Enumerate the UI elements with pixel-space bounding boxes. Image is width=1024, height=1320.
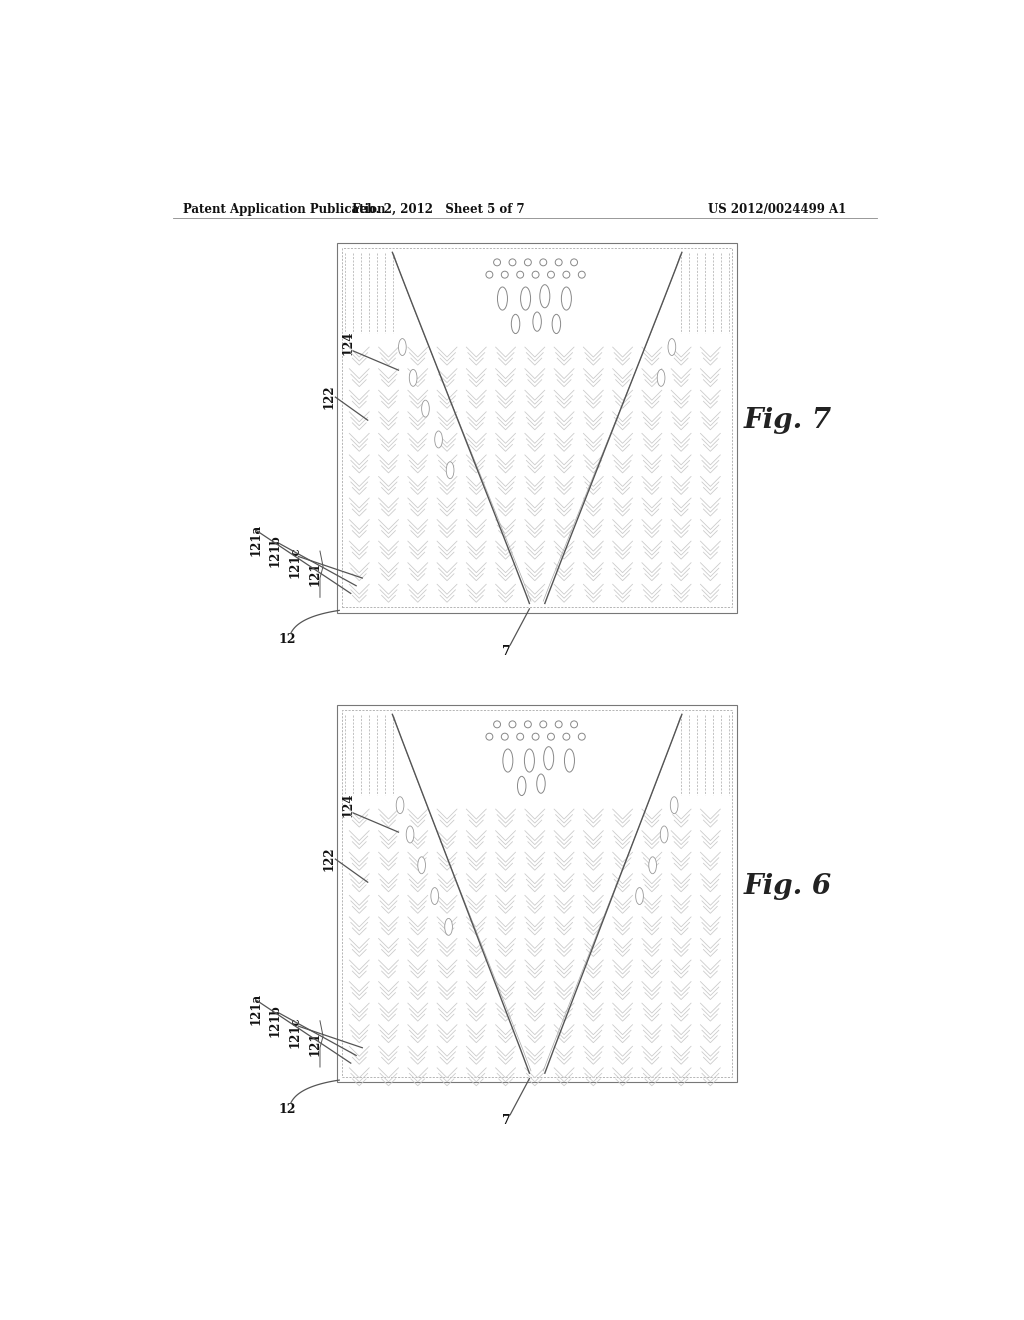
Circle shape	[502, 733, 508, 741]
Ellipse shape	[540, 285, 550, 308]
Ellipse shape	[446, 462, 454, 479]
Circle shape	[563, 733, 569, 741]
Circle shape	[540, 721, 547, 727]
Text: 121c: 121c	[288, 1016, 301, 1048]
Circle shape	[517, 271, 523, 279]
Ellipse shape	[544, 747, 554, 770]
Ellipse shape	[561, 286, 571, 310]
Text: 121: 121	[309, 562, 322, 586]
Ellipse shape	[431, 887, 438, 904]
Ellipse shape	[407, 826, 414, 843]
Text: 121a: 121a	[250, 524, 262, 556]
Text: 124: 124	[342, 331, 355, 355]
Circle shape	[517, 733, 523, 741]
Ellipse shape	[410, 370, 417, 387]
Text: 122: 122	[323, 385, 336, 409]
Ellipse shape	[564, 748, 574, 772]
Ellipse shape	[498, 286, 508, 310]
Text: 7: 7	[502, 644, 511, 657]
Circle shape	[540, 259, 547, 265]
Text: US 2012/0024499 A1: US 2012/0024499 A1	[708, 203, 846, 216]
Ellipse shape	[444, 919, 453, 936]
Text: Fig. 6: Fig. 6	[743, 873, 831, 899]
Bar	[342, 710, 732, 1077]
Ellipse shape	[532, 312, 542, 331]
Ellipse shape	[668, 338, 676, 355]
Circle shape	[570, 259, 578, 265]
Ellipse shape	[537, 774, 545, 793]
Circle shape	[486, 271, 493, 279]
Ellipse shape	[398, 338, 407, 355]
Text: 122: 122	[323, 847, 336, 871]
Text: Patent Application Publication: Patent Application Publication	[183, 203, 385, 216]
Circle shape	[563, 271, 569, 279]
Ellipse shape	[503, 748, 513, 772]
Bar	[337, 243, 737, 612]
Circle shape	[524, 721, 531, 727]
Circle shape	[570, 721, 578, 727]
Ellipse shape	[435, 430, 442, 447]
Text: 121: 121	[309, 1032, 322, 1056]
Text: 121b: 121b	[269, 1005, 282, 1038]
Circle shape	[579, 733, 586, 741]
Circle shape	[548, 733, 554, 741]
Ellipse shape	[671, 797, 678, 813]
Ellipse shape	[520, 286, 530, 310]
Text: 12: 12	[279, 1102, 296, 1115]
Ellipse shape	[511, 314, 520, 334]
Circle shape	[494, 721, 501, 727]
Ellipse shape	[524, 748, 535, 772]
Text: Feb. 2, 2012   Sheet 5 of 7: Feb. 2, 2012 Sheet 5 of 7	[352, 203, 525, 216]
Circle shape	[548, 271, 554, 279]
Ellipse shape	[517, 776, 526, 796]
Ellipse shape	[649, 857, 656, 874]
Circle shape	[579, 271, 586, 279]
Text: 7: 7	[502, 1114, 511, 1127]
Circle shape	[494, 259, 501, 265]
Circle shape	[532, 271, 539, 279]
Circle shape	[509, 721, 516, 727]
Text: 121b: 121b	[269, 535, 282, 568]
Ellipse shape	[552, 314, 560, 334]
Ellipse shape	[422, 400, 429, 417]
Bar	[342, 248, 732, 607]
Text: Fig. 7: Fig. 7	[743, 407, 831, 434]
Ellipse shape	[657, 370, 665, 387]
Text: 12: 12	[279, 634, 296, 647]
Text: 124: 124	[342, 793, 355, 817]
Ellipse shape	[636, 887, 643, 904]
Ellipse shape	[418, 857, 425, 874]
Circle shape	[555, 721, 562, 727]
Circle shape	[502, 271, 508, 279]
Circle shape	[532, 733, 539, 741]
Circle shape	[509, 259, 516, 265]
Ellipse shape	[396, 797, 403, 813]
Text: 121c: 121c	[288, 546, 301, 578]
Circle shape	[555, 259, 562, 265]
Circle shape	[486, 733, 493, 741]
Text: 121a: 121a	[250, 993, 262, 1026]
Ellipse shape	[660, 826, 668, 843]
Bar	[337, 705, 737, 1082]
Circle shape	[524, 259, 531, 265]
